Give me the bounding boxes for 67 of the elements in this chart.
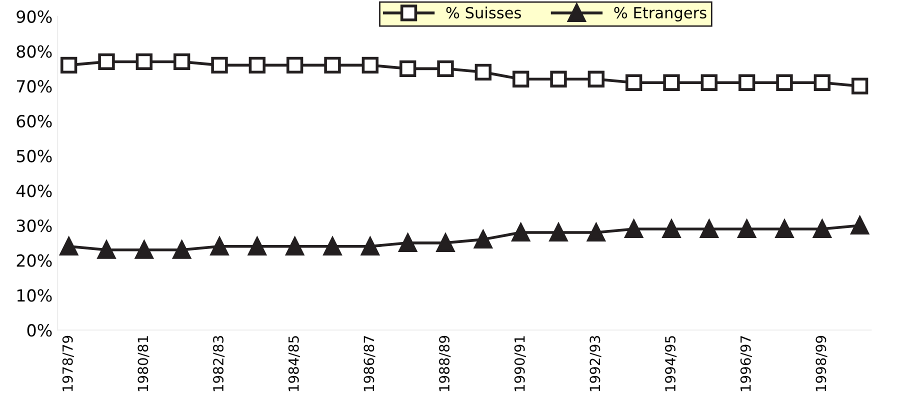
point — [776, 74, 793, 91]
point — [174, 53, 190, 70]
x-tick-label: 1994/95 — [665, 336, 677, 392]
point — [549, 223, 568, 242]
point — [286, 237, 304, 256]
point — [97, 240, 116, 259]
y-tick-label: 30% — [16, 219, 52, 232]
point — [135, 240, 154, 259]
point — [550, 70, 567, 88]
point — [700, 220, 718, 238]
point — [700, 74, 718, 91]
y-tick-label: 10% — [17, 289, 52, 302]
point — [172, 240, 191, 259]
point — [286, 56, 304, 74]
x-tick-label: 1980/81 — [138, 336, 150, 392]
point — [814, 74, 830, 91]
point — [738, 74, 756, 91]
point — [512, 223, 530, 242]
point — [813, 220, 832, 238]
point — [437, 60, 454, 78]
point — [474, 230, 492, 248]
y-tick-label: 80% — [16, 45, 52, 58]
legend-label: % Suisses — [446, 6, 521, 18]
point — [60, 237, 78, 256]
y-tick-label: 0% — [27, 324, 52, 337]
point — [248, 56, 266, 74]
point — [850, 216, 869, 235]
point — [738, 220, 756, 238]
x-tick-label: 1996/97 — [740, 336, 752, 392]
point — [851, 78, 868, 94]
x-tick-label: 1990/91 — [514, 336, 526, 392]
x-tick-label: 1978/79 — [62, 336, 74, 392]
x-tick-label: 1992/93 — [590, 336, 602, 392]
point — [210, 237, 229, 256]
point — [625, 74, 642, 91]
point — [587, 223, 606, 242]
x-tick-label: 1986/87 — [364, 336, 376, 392]
point — [248, 237, 266, 256]
y-tick-label: 60% — [16, 114, 52, 128]
point — [136, 53, 153, 70]
point — [98, 53, 115, 70]
x-tick-label: 1998/99 — [816, 336, 828, 392]
point — [362, 56, 378, 74]
y-tick-label: 70% — [17, 80, 52, 93]
x-tick-label: 1984/85 — [288, 336, 300, 392]
point — [323, 237, 342, 256]
point — [361, 237, 380, 256]
y-tick-label: 40% — [16, 184, 52, 198]
point — [324, 56, 341, 74]
point — [775, 220, 794, 238]
y-tick-label: 90% — [16, 10, 52, 23]
point — [512, 70, 530, 88]
point — [588, 70, 604, 88]
x-tick-label: 1988/89 — [439, 336, 451, 392]
point — [624, 220, 643, 238]
point — [663, 74, 680, 91]
point — [60, 56, 78, 74]
y-tick-label: 50% — [16, 150, 52, 162]
legend-label: % Etrangers — [614, 6, 706, 22]
point — [211, 56, 228, 74]
x-tick-label: 1982/83 — [213, 336, 225, 392]
point — [398, 234, 417, 252]
point — [400, 60, 416, 78]
point — [662, 220, 681, 238]
point — [474, 64, 492, 80]
y-tick-label: 20% — [16, 254, 52, 267]
point — [436, 234, 455, 252]
